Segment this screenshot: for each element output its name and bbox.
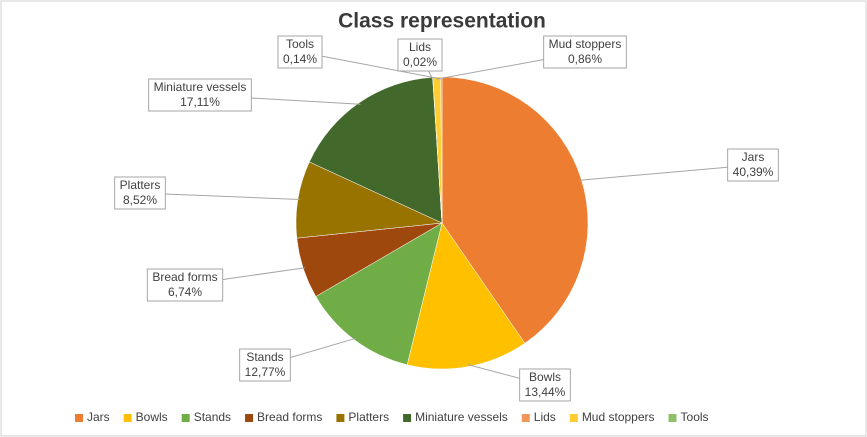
data-label-value: 13,44%	[525, 385, 566, 399]
data-label-name: Jars	[742, 150, 765, 164]
legend-label: Bread forms	[257, 410, 322, 424]
legend-label: Bowls	[136, 410, 168, 424]
data-label-box	[397, 38, 443, 72]
data-label-name: Tools	[286, 37, 314, 51]
legend-label: Jars	[87, 410, 110, 424]
data-label-value: 12,77%	[245, 365, 286, 379]
data-label-box	[519, 368, 571, 402]
legend-swatch	[181, 414, 190, 422]
data-label-name: Bowls	[529, 370, 561, 384]
data-label-value: 6,74%	[168, 285, 202, 299]
data-label-box	[727, 148, 779, 182]
legend-swatch	[123, 414, 132, 422]
data-label-name: Stands	[246, 350, 283, 364]
data-label-name: Bread forms	[152, 270, 217, 284]
data-label-value: 0,14%	[283, 52, 317, 66]
data-label-box	[239, 348, 291, 382]
data-label-name: Platters	[120, 178, 161, 192]
data-label-name: Lids	[409, 40, 431, 54]
data-label-name: Mud stoppers	[549, 37, 622, 51]
pie-slice	[309, 77, 443, 224]
legend-swatch	[336, 414, 345, 422]
legend-label: Tools	[681, 410, 709, 424]
data-label-box	[114, 176, 166, 210]
legend-swatch	[245, 414, 254, 422]
legend-label: Miniature vessels	[415, 410, 508, 424]
data-label-name: Miniature vessels	[154, 80, 247, 94]
pie-slice	[440, 76, 443, 224]
chart-title: Class representation	[338, 10, 546, 33]
leader-line	[299, 51, 442, 80]
data-label-value: 0,86%	[568, 52, 602, 66]
data-label-value: 17,11%	[180, 95, 220, 109]
leader-line	[579, 164, 754, 181]
data-label-value: 0,02%	[403, 55, 437, 69]
data-label-value: 40,39%	[733, 165, 774, 179]
legend-swatch	[403, 414, 412, 422]
legend-swatch	[668, 414, 677, 422]
data-label-value: 8,52%	[123, 193, 157, 207]
data-label-box	[146, 268, 224, 302]
legend-swatch	[569, 414, 578, 422]
pie-slice	[315, 222, 443, 366]
legend-label: Lids	[534, 410, 556, 424]
legend-label: Stands	[194, 410, 231, 424]
legend-swatch	[521, 414, 530, 422]
data-label-box	[148, 78, 252, 112]
data-label-box	[277, 35, 323, 69]
legend-label: Mud stoppers	[582, 410, 655, 424]
data-label-box	[543, 35, 627, 69]
legend-swatch	[75, 414, 83, 422]
legend-label: Platters	[348, 410, 389, 424]
pie-slice	[406, 222, 526, 370]
leader-line	[139, 192, 300, 201]
